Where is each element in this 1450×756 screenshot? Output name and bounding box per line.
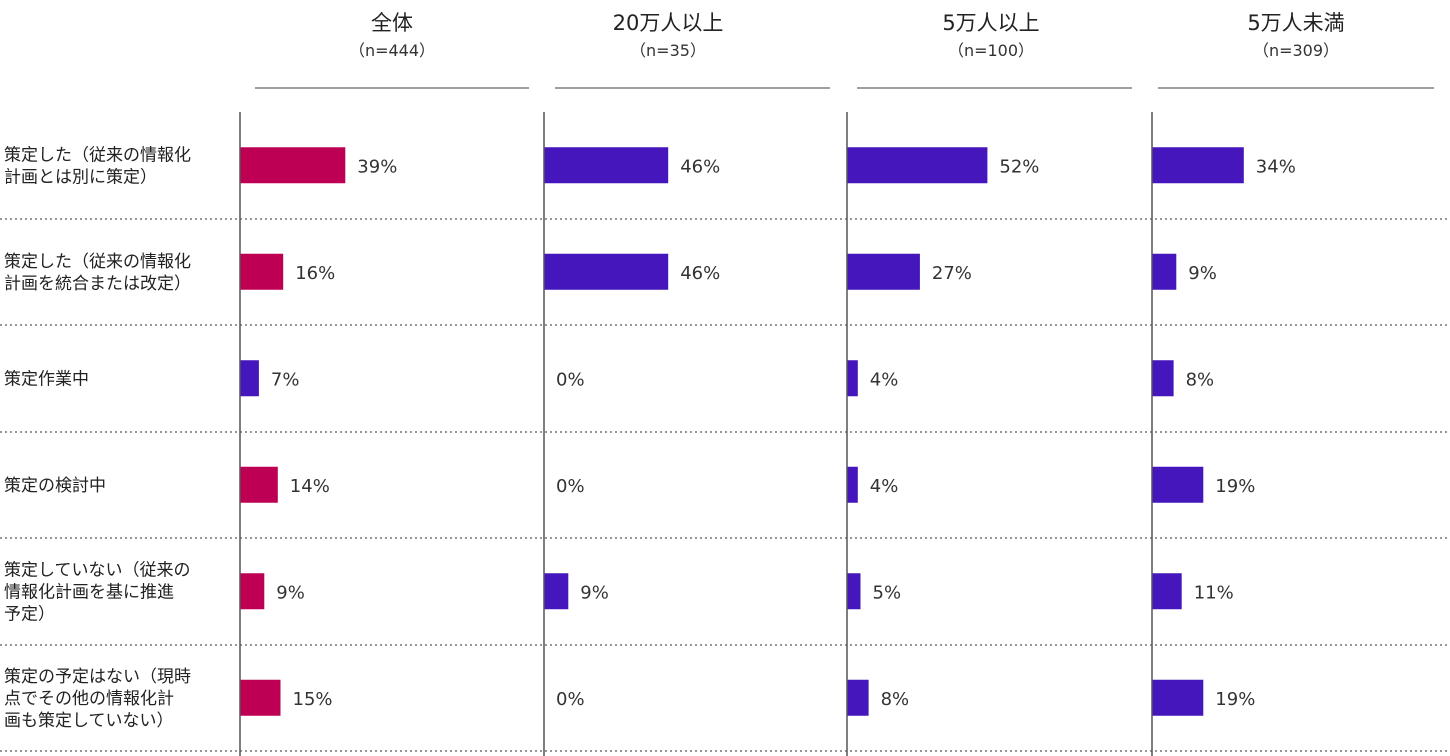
value-label: 4% (870, 476, 899, 497)
panel-title: 全体 (371, 11, 413, 35)
value-label: 7% (271, 369, 300, 390)
bar (240, 147, 346, 184)
bar (847, 253, 920, 290)
value-label: 14% (290, 476, 330, 497)
value-label: 5% (873, 582, 902, 603)
bar (847, 679, 869, 716)
bar (1152, 253, 1177, 290)
bar (1152, 679, 1204, 716)
category-label: 策定した（従来の情報化 (4, 252, 191, 272)
value-label: 19% (1215, 689, 1255, 710)
value-label: 11% (1194, 582, 1234, 603)
category-label: 計画を統合または改定） (4, 274, 191, 294)
value-label: 9% (276, 582, 305, 603)
bar (847, 360, 858, 397)
bar (847, 466, 858, 503)
bar (240, 679, 281, 716)
bar (544, 573, 569, 610)
bar (1152, 466, 1204, 503)
value-label: 0% (556, 476, 585, 497)
value-label: 46% (680, 263, 720, 284)
value-label: 52% (999, 156, 1039, 177)
category-label: 計画とは別に策定） (4, 167, 157, 187)
bar (1152, 573, 1182, 610)
category-label: 策定していない（従来の (4, 560, 191, 580)
bar (847, 573, 861, 610)
value-label: 0% (556, 369, 585, 390)
bar (240, 466, 278, 503)
category-label: 点でその他の情報化計 (4, 689, 174, 709)
category-label: 画も策定していない） (4, 711, 174, 731)
category-label: 策定の予定はない（現時 (4, 667, 191, 687)
bar (1152, 147, 1244, 184)
category-label: 策定した（従来の情報化 (4, 145, 191, 165)
bar (1152, 360, 1174, 397)
bar (544, 147, 669, 184)
panel-title: 5万人以上 (942, 11, 1039, 35)
value-label: 8% (881, 689, 910, 710)
bar (847, 147, 988, 184)
category-label: 策定の検討中 (4, 476, 106, 496)
value-label: 9% (1188, 263, 1217, 284)
value-label: 27% (932, 263, 972, 284)
value-label: 16% (295, 263, 335, 284)
panel-title: 5万人未満 (1247, 11, 1344, 35)
panel-subtitle: （n=35） (630, 41, 706, 60)
value-label: 9% (580, 582, 609, 603)
value-label: 46% (680, 156, 720, 177)
bar (240, 573, 265, 610)
value-label: 15% (293, 689, 333, 710)
category-label: 予定） (4, 604, 55, 624)
category-label: 情報化計画を基に推進 (4, 582, 174, 602)
value-label: 0% (556, 689, 585, 710)
bar (240, 360, 259, 397)
value-label: 19% (1215, 476, 1255, 497)
bar (544, 253, 669, 290)
bar (240, 253, 284, 290)
category-label: 策定作業中 (4, 369, 89, 389)
panel-title: 20万人以上 (613, 11, 724, 35)
panel-subtitle: （n=444） (349, 41, 435, 60)
panel-subtitle: （n=100） (948, 41, 1034, 60)
value-label: 34% (1256, 156, 1296, 177)
value-label: 39% (357, 156, 397, 177)
panel-subtitle: （n=309） (1253, 41, 1339, 60)
value-label: 8% (1186, 369, 1215, 390)
value-label: 4% (870, 369, 899, 390)
